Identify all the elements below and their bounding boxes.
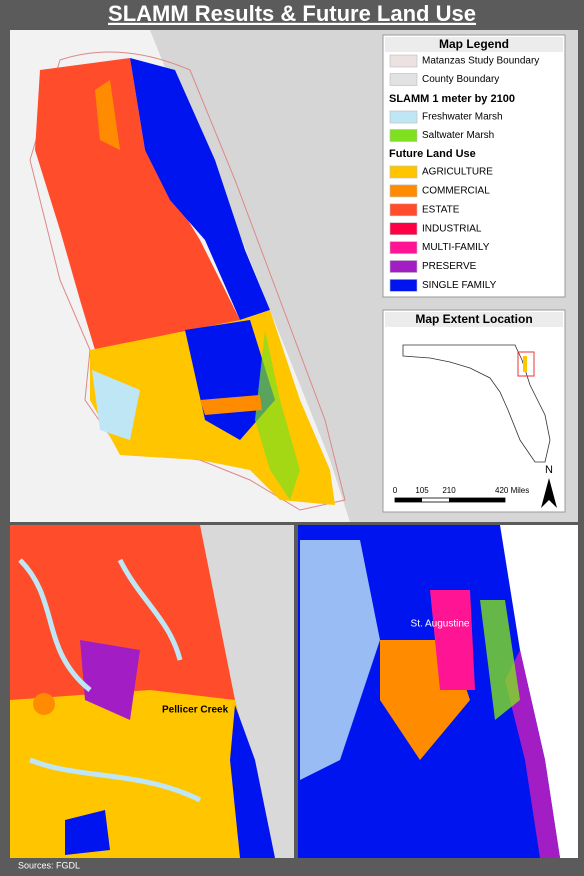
legend-title-bar bbox=[385, 37, 563, 52]
marsh-area bbox=[300, 540, 380, 780]
extent-title-bar bbox=[385, 312, 563, 327]
legend-label: AGRICULTURE bbox=[422, 167, 493, 178]
marsh-area bbox=[92, 370, 140, 440]
legend-label: ESTATE bbox=[422, 204, 460, 215]
saltwater-area bbox=[255, 330, 300, 500]
scale-label: 0 bbox=[393, 486, 398, 495]
commercial-area bbox=[200, 395, 262, 415]
legend-label: County Boundary bbox=[422, 74, 499, 85]
legend-swatch bbox=[389, 110, 418, 124]
legend-swatch bbox=[389, 54, 418, 68]
florida-outline bbox=[402, 344, 551, 463]
legend-swatch bbox=[389, 203, 418, 217]
multi-family-area bbox=[430, 590, 475, 690]
legend-heading: SLAMM 1 meter by 2100 bbox=[389, 93, 515, 105]
legend-label: Matanzas Study Boundary bbox=[422, 56, 539, 67]
agriculture-area bbox=[10, 690, 270, 858]
scale-label: 210 bbox=[442, 486, 456, 495]
legend-heading: Future Land Use bbox=[389, 148, 476, 160]
legend: Map Legend Matanzas Study Boundary County… bbox=[382, 34, 566, 298]
sources: Sources: FGDL bbox=[18, 860, 80, 870]
legend-label: PRESERVE bbox=[422, 261, 477, 272]
estate-area bbox=[35, 58, 240, 350]
extent-title: Map Extent Location bbox=[415, 312, 532, 326]
legend-title: Map Legend bbox=[439, 37, 509, 51]
scale-bar: 0 105 210 420 Miles bbox=[393, 486, 529, 503]
inset-left: Pellicer Creek bbox=[10, 525, 294, 858]
inset-label: St. Augustine bbox=[411, 619, 470, 630]
single-family-area bbox=[130, 58, 270, 320]
commercial-area bbox=[95, 80, 120, 150]
inset-label: Pellicer Creek bbox=[162, 705, 229, 716]
legend-swatch bbox=[389, 241, 418, 254]
single-family-area bbox=[230, 705, 275, 858]
marsh bbox=[18, 558, 202, 803]
legend-label: INDUSTRIAL bbox=[422, 223, 482, 234]
inset-right: St. Augustine bbox=[298, 525, 578, 858]
legend-swatch bbox=[389, 165, 418, 179]
legend-label: Freshwater Marsh bbox=[422, 112, 503, 123]
legend-label: MULTI-FAMILY bbox=[422, 242, 490, 253]
north-label: N bbox=[545, 464, 553, 476]
legend-swatch bbox=[389, 260, 418, 273]
scale-label: 420 Miles bbox=[495, 486, 529, 495]
preserve-area bbox=[505, 650, 560, 858]
saltwater-area bbox=[480, 600, 520, 720]
extent-area bbox=[523, 356, 527, 372]
extent-marker bbox=[517, 351, 535, 377]
legend-swatch bbox=[389, 129, 418, 142]
legend-label: Saltwater Marsh bbox=[422, 130, 494, 141]
scale-bar-segment bbox=[449, 498, 505, 502]
extent-map: Map Extent Location N 0 105 210 420 Miles bbox=[382, 309, 566, 513]
page-title: SLAMM Results & Future Land Use bbox=[108, 1, 476, 26]
north-arrow bbox=[541, 478, 557, 508]
scale-label: 105 bbox=[415, 486, 429, 495]
legend-swatch bbox=[389, 279, 418, 292]
commercial-area bbox=[33, 693, 55, 715]
preserve-area bbox=[80, 640, 140, 720]
scale-bar-segment bbox=[395, 498, 422, 502]
ocean bbox=[200, 525, 294, 858]
legend-swatch bbox=[389, 184, 418, 198]
legend-label: SINGLE FAMILY bbox=[422, 280, 497, 291]
legend-label: COMMERCIAL bbox=[422, 186, 490, 197]
legend-swatch bbox=[389, 73, 418, 86]
single-family-area bbox=[65, 810, 110, 855]
legend-swatch bbox=[389, 222, 418, 235]
ocean bbox=[500, 525, 578, 858]
